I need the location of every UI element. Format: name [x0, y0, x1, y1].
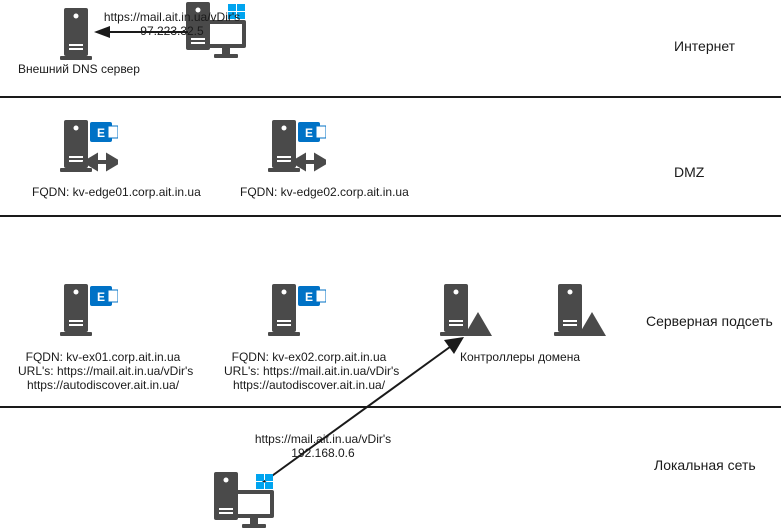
svg-text:E: E: [97, 126, 105, 140]
edge02-fqdn: FQDN: kv-edge02.corp.ait.in.ua: [240, 185, 409, 199]
top-url-line1: https://mail.ait.in.ua/vDir's: [102, 10, 242, 24]
client-pc-lan-icon: [214, 472, 274, 530]
arrow-lan-icon: [250, 330, 470, 490]
zone-label-internet: Интернет: [674, 38, 735, 54]
zone-label-dmz: DMZ: [674, 164, 704, 180]
svg-text:E: E: [305, 290, 313, 304]
svg-text:E: E: [305, 126, 313, 140]
zone-label-server-subnet: Серверная подсеть: [646, 313, 773, 329]
top-url-line2: 97.223.32.5: [102, 24, 242, 38]
dns-server-caption: Внешний DNS сервер: [18, 62, 140, 76]
edge01-fqdn: FQDN: kv-edge01.corp.ait.in.ua: [32, 185, 201, 199]
svg-text:E: E: [97, 290, 105, 304]
ex01-server-icon: E: [60, 284, 118, 340]
dc2-server-icon: [554, 284, 606, 340]
ex01-urls: URL's: https://mail.ait.in.ua/vDir's: [18, 364, 188, 378]
lan-url-line1: https://mail.ait.in.ua/vDir's: [238, 432, 408, 446]
edge02-server-icon: E: [268, 120, 326, 178]
edge01-server-icon: E: [60, 120, 118, 178]
lan-url-line2: 192.168.0.6: [238, 446, 408, 460]
zone-label-lan: Локальная сеть: [654, 457, 756, 473]
ex01-fqdn: FQDN: kv-ex01.corp.ait.in.ua: [18, 350, 188, 364]
ex01-auto: https://autodiscover.ait.in.ua/: [18, 378, 188, 392]
dns-server-icon: [60, 8, 92, 60]
